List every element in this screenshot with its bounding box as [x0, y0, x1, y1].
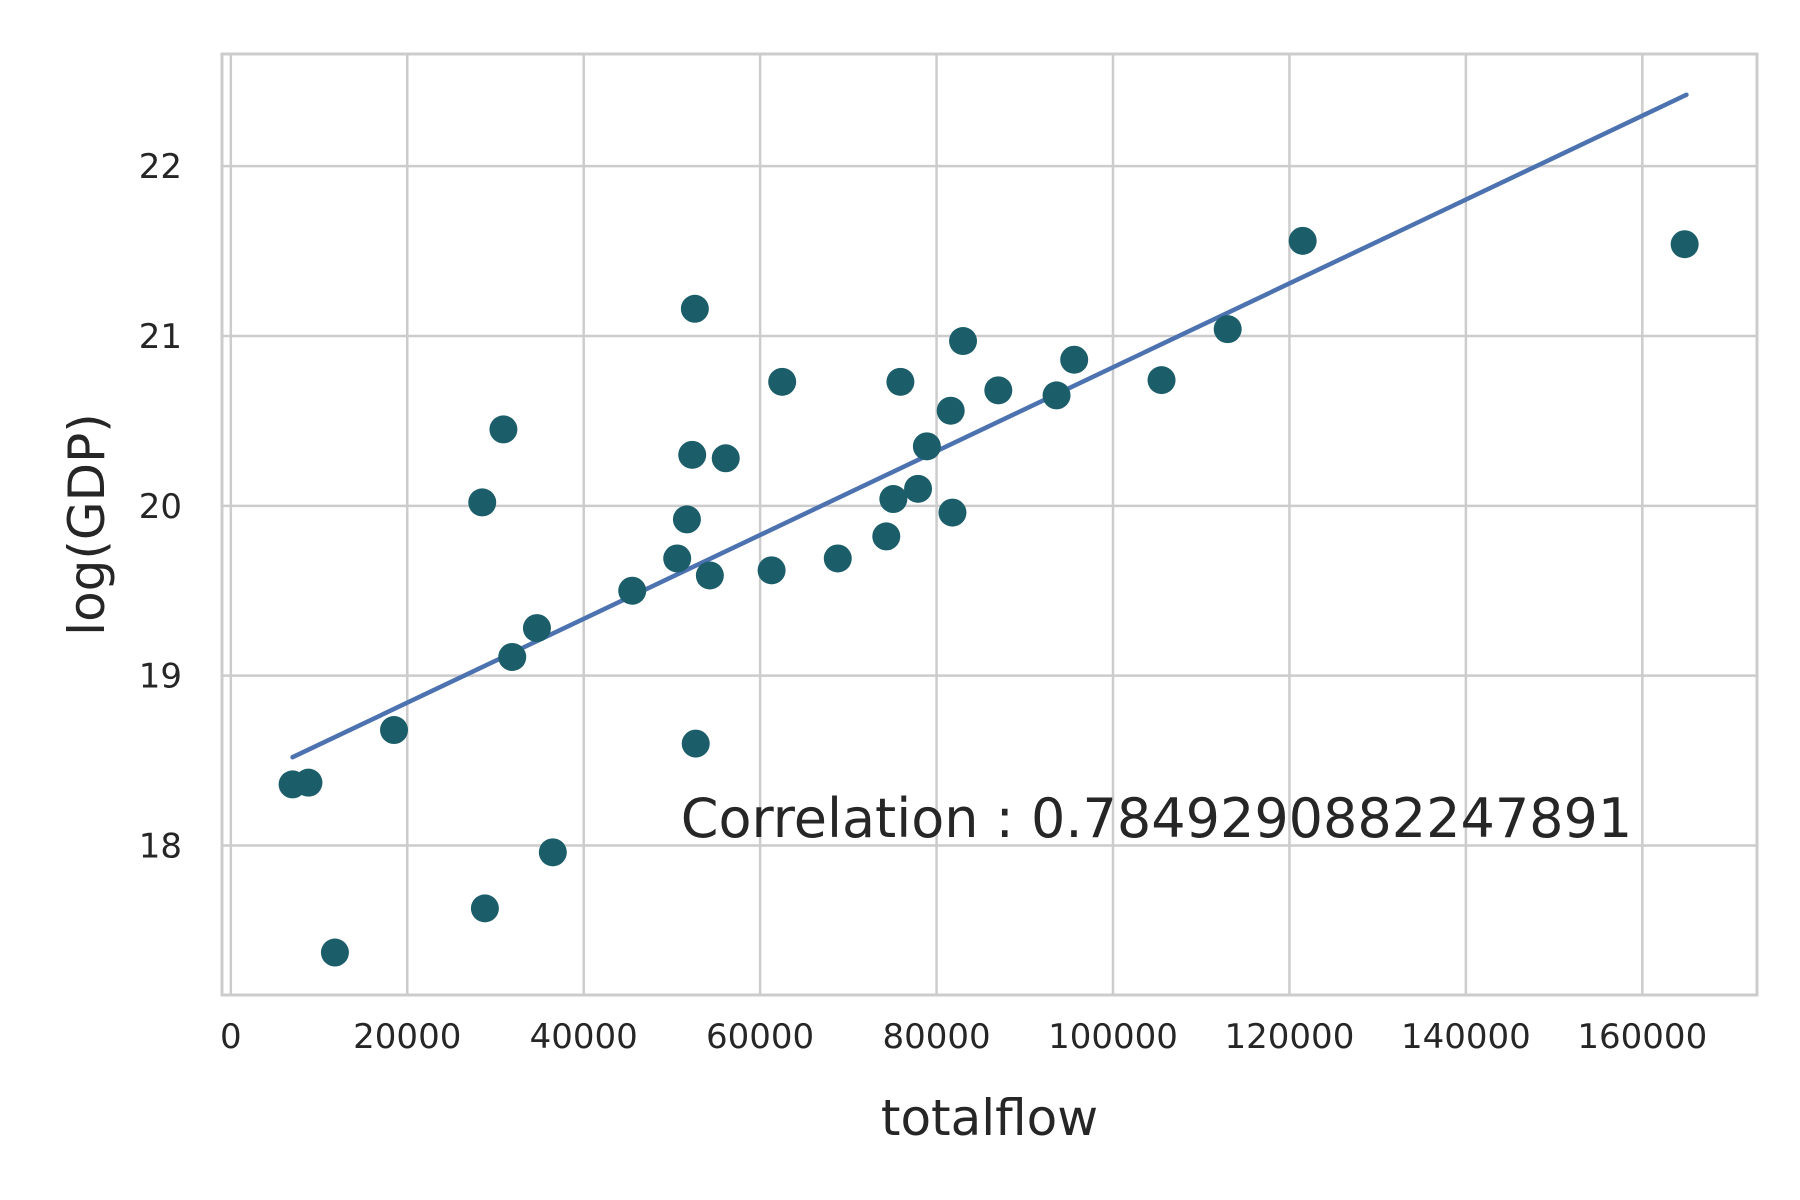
scatter-point: [1288, 226, 1317, 255]
scatter-point: [1042, 381, 1071, 410]
scatter-point: [711, 444, 740, 473]
data-points: [278, 226, 1699, 967]
scatter-point: [757, 556, 786, 585]
y-tick-label: 18: [139, 827, 182, 867]
scatter-point: [680, 294, 709, 323]
y-axis-ticks: 18 19 20 21 22: [139, 147, 182, 866]
scatter-point: [498, 642, 527, 671]
scatter-point: [522, 614, 551, 643]
scatter-point: [1147, 366, 1176, 395]
scatter-point: [380, 716, 409, 745]
scatter-point: [823, 544, 852, 573]
scatter-point: [1213, 315, 1242, 344]
scatter-point: [1060, 345, 1089, 374]
scatter-point: [672, 505, 701, 534]
x-tick-label: 0: [220, 1017, 242, 1057]
scatter-point: [678, 440, 707, 469]
scatter-point: [872, 522, 901, 551]
x-tick-label: 60000: [706, 1017, 814, 1057]
scatter-point: [681, 729, 710, 758]
scatter-point: [1670, 230, 1699, 259]
x-axis-ticks: 0 20000 40000 60000 80000 100000 120000 140000 1…: [220, 1017, 1707, 1057]
scatter-point: [984, 376, 1013, 405]
scatter-point: [936, 396, 965, 425]
scatter-point: [879, 485, 908, 514]
x-tick-label: 80000: [882, 1017, 990, 1057]
scatter-point: [886, 367, 915, 396]
scatter-point: [489, 415, 518, 444]
scatter-point: [294, 768, 323, 797]
y-tick-label: 20: [139, 487, 182, 527]
x-tick-label: 140000: [1401, 1017, 1531, 1057]
scatter-point: [468, 488, 497, 517]
scatter-point: [695, 561, 724, 590]
regression-line-group: [290, 92, 1689, 760]
scatter-point: [912, 432, 941, 461]
scatter-point: [904, 474, 933, 503]
x-tick-label: 120000: [1225, 1017, 1355, 1057]
x-tick-label: 20000: [353, 1017, 461, 1057]
correlation-annotation: Correlation : 0.7849290882247891: [681, 787, 1633, 850]
scatter-point: [320, 938, 349, 967]
scatter-point: [949, 327, 978, 356]
x-tick-label: 40000: [530, 1017, 638, 1057]
scatter-point: [768, 367, 797, 396]
y-tick-label: 19: [139, 657, 182, 697]
y-tick-label: 21: [139, 317, 182, 357]
scatter-point: [538, 838, 567, 867]
y-tick-label: 22: [139, 147, 182, 187]
grid-lines: [222, 54, 1757, 995]
regression-line: [290, 92, 1689, 760]
x-axis-title: totalflow: [881, 1089, 1098, 1147]
scatter-point: [938, 498, 967, 527]
scatter-point: [470, 894, 499, 923]
scatter-point: [618, 576, 647, 605]
scatter-point: [663, 544, 692, 573]
plot-frame: [220, 52, 1759, 997]
x-tick-label: 160000: [1577, 1017, 1707, 1057]
x-tick-label: 100000: [1048, 1017, 1178, 1057]
y-axis-title: log(GDP): [58, 413, 116, 636]
